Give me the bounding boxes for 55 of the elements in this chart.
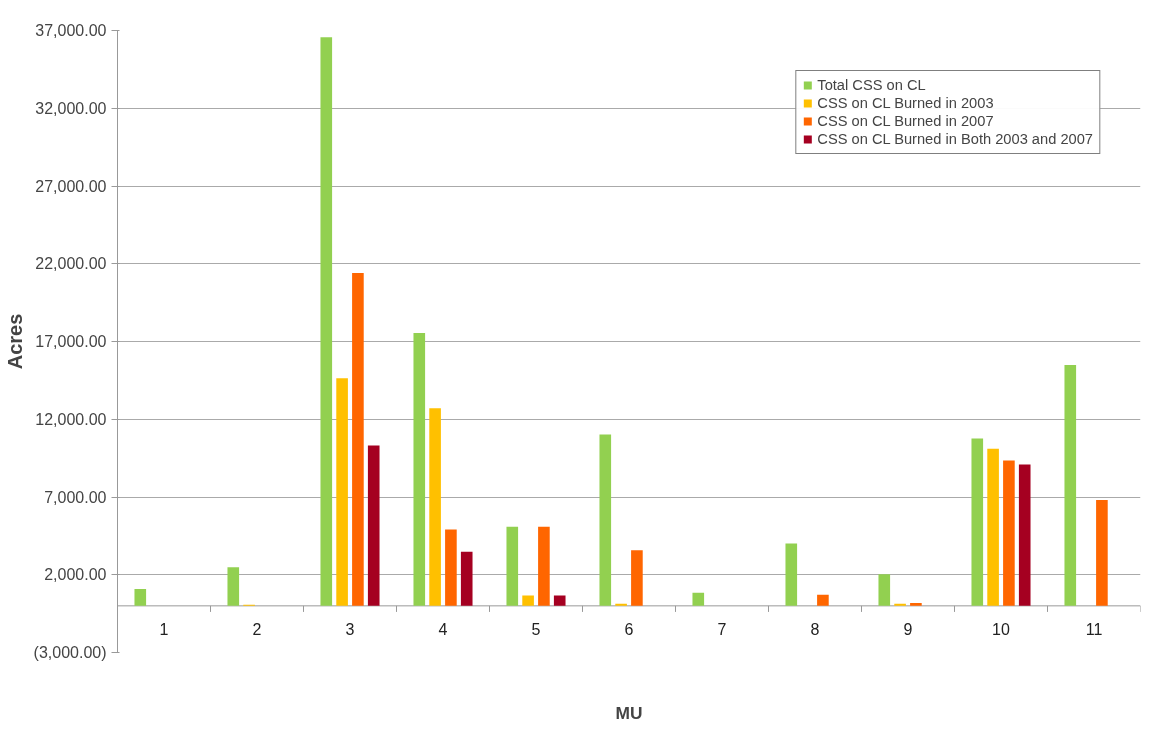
legend-label: Total CSS on CL (817, 77, 926, 93)
bar (910, 602, 922, 606)
y-tick-label: (3,000.00) (33, 644, 107, 661)
bar (506, 526, 519, 606)
bar (894, 603, 906, 606)
bar (352, 272, 364, 606)
y-tick-label: 32,000.00 (35, 99, 107, 117)
bar (785, 543, 798, 606)
bar (1018, 464, 1031, 606)
bar (413, 333, 426, 606)
y-tick-label: 12,000.00 (35, 410, 107, 428)
bar (971, 438, 984, 606)
bar (692, 592, 705, 606)
bar (134, 588, 147, 606)
x-tick-label: 7 (717, 621, 727, 639)
x-tick-label: 4 (438, 621, 448, 639)
x-tick-label: 6 (624, 621, 634, 639)
bar (460, 551, 473, 606)
bar (320, 37, 333, 606)
bar (1003, 460, 1015, 606)
bar (878, 574, 891, 606)
y-axis-title: Acres (3, 313, 26, 370)
x-tick-label: 8 (810, 621, 820, 639)
legend-label: CSS on CL Burned in 2007 (817, 113, 994, 129)
y-tick-label: 2,000.00 (44, 566, 107, 584)
y-tick-label: 7,000.00 (44, 488, 107, 506)
legend-label: CSS on CL Burned in Both 2003 and 2007 (817, 131, 1093, 147)
bar (615, 603, 627, 606)
y-tick-label: 17,000.00 (35, 333, 107, 350)
y-tick-label: 37,000.00 (35, 22, 107, 39)
x-tick-label: 11 (1085, 621, 1103, 639)
bar (1096, 499, 1108, 606)
x-tick-label: 2 (252, 621, 262, 639)
x-axis-title: MU (615, 702, 643, 723)
bar (817, 594, 829, 606)
bar (429, 408, 441, 606)
x-tick-label: 5 (531, 621, 541, 639)
bar (445, 529, 457, 606)
x-tick-label: 10 (992, 621, 1010, 639)
bar (631, 550, 643, 606)
bar (336, 378, 348, 606)
legend-label: CSS on CL Burned in 2003 (817, 95, 994, 111)
bar (1064, 364, 1077, 606)
bar (987, 448, 999, 606)
bar (227, 567, 240, 606)
x-tick-label: 9 (903, 621, 913, 639)
bar (522, 595, 534, 606)
y-tick-label: 22,000.00 (35, 255, 107, 273)
x-tick-label: 3 (345, 621, 355, 639)
bar (553, 595, 566, 606)
bar (367, 445, 380, 606)
bar (599, 434, 612, 606)
bar (538, 526, 550, 606)
y-tick-label: 27,000.00 (35, 177, 107, 195)
x-tick-label: 1 (159, 621, 169, 639)
